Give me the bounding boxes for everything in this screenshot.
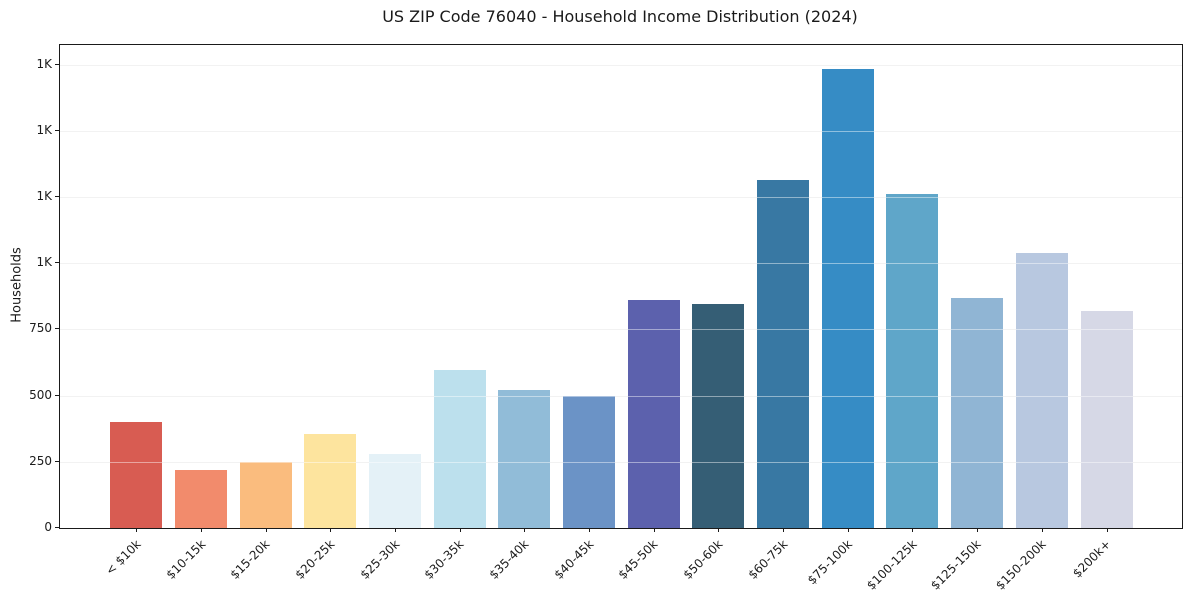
bar--20-25k	[304, 434, 357, 528]
gridline	[60, 461, 1182, 463]
y-tick-mark	[55, 328, 59, 330]
x-tick-label: < $10k	[102, 537, 144, 578]
gridline	[60, 64, 1182, 66]
gridline	[60, 329, 1182, 331]
x-tick-label: $60-75k	[745, 537, 791, 582]
y-tick-mark	[55, 63, 59, 65]
y-tick-label: 1K	[36, 255, 52, 270]
y-tick-label: 0	[44, 520, 52, 534]
bar--50-60k	[692, 304, 745, 528]
x-tick-mark	[589, 528, 591, 532]
bar--15-20k	[239, 461, 292, 528]
x-tick-mark	[524, 528, 526, 532]
bar--10k	[110, 422, 163, 528]
y-tick-label: 1K	[36, 56, 52, 71]
bar--100-125k	[886, 194, 939, 528]
gridline	[60, 395, 1182, 397]
x-tick-label: $45-50k	[615, 537, 661, 582]
x-tick-mark	[1041, 528, 1043, 532]
x-tick-label: $40-45k	[551, 537, 596, 582]
x-tick-label: $125-150k	[928, 537, 985, 590]
y-tick-mark	[55, 129, 59, 131]
x-tick-mark	[718, 528, 720, 532]
gridline-overlay	[60, 329, 1182, 331]
x-tick-mark	[265, 528, 267, 532]
y-tick-label: 1K	[36, 122, 52, 137]
bar--35-40k	[498, 390, 551, 528]
y-tick-mark	[55, 394, 59, 396]
x-tick-mark	[200, 528, 202, 532]
x-tick-mark	[459, 528, 461, 532]
x-tick-label: $150-200k	[993, 537, 1049, 590]
x-tick-mark	[330, 528, 332, 532]
gridline-overlay	[60, 196, 1182, 198]
bar--60-75k	[757, 179, 810, 528]
chart-title: US ZIP Code 76040 - Household Income Dis…	[382, 7, 858, 26]
gridline-overlay	[60, 395, 1182, 397]
x-tick-mark	[136, 528, 138, 532]
x-tick-label: $15-20k	[227, 537, 273, 582]
x-tick-label: $75-100k	[804, 537, 855, 588]
gridline-overlay	[60, 64, 1182, 66]
bar--10-15k	[174, 469, 227, 528]
x-tick-label: $30-35k	[421, 537, 467, 582]
y-tick-label: 500	[29, 387, 52, 402]
x-tick-label: $25-30k	[357, 537, 402, 582]
y-tick-mark	[55, 460, 59, 462]
bar--150-200k	[1015, 252, 1068, 528]
x-tick-mark	[783, 528, 785, 532]
x-tick-label: $35-40k	[486, 537, 532, 582]
bar--40-45k	[563, 396, 616, 528]
x-tick-mark	[912, 528, 914, 532]
y-tick-label: 250	[29, 453, 52, 468]
plot-area	[59, 44, 1183, 529]
bar--30-35k	[433, 370, 486, 528]
y-tick-mark	[55, 527, 59, 528]
bar--200k+	[1080, 310, 1133, 528]
x-tick-mark	[977, 528, 979, 532]
bar--45-50k	[627, 300, 680, 528]
bar--125-150k	[951, 297, 1004, 528]
y-tick-label: 750	[29, 321, 52, 336]
x-tick-label: $20-25k	[292, 537, 338, 582]
gridline	[60, 196, 1182, 198]
y-tick-mark	[55, 195, 59, 197]
x-tick-mark	[653, 528, 655, 532]
y-tick-mark	[55, 262, 59, 264]
x-tick-mark	[847, 528, 849, 532]
gridline	[60, 130, 1182, 132]
bar--75-100k	[821, 68, 874, 528]
x-tick-label: $200k+	[1069, 537, 1114, 581]
gridline	[60, 263, 1182, 265]
bar--25-30k	[369, 453, 422, 528]
x-tick-label: $10-15k	[163, 537, 208, 582]
x-tick-label: $50-60k	[680, 537, 726, 582]
y-tick-label: 1K	[36, 188, 52, 203]
gridline-overlay	[60, 130, 1182, 132]
gridline-overlay	[60, 461, 1182, 463]
x-tick-label: $100-125k	[863, 537, 920, 590]
gridline-overlay	[60, 263, 1182, 265]
x-tick-mark	[395, 528, 397, 532]
x-tick-mark	[1106, 528, 1108, 532]
